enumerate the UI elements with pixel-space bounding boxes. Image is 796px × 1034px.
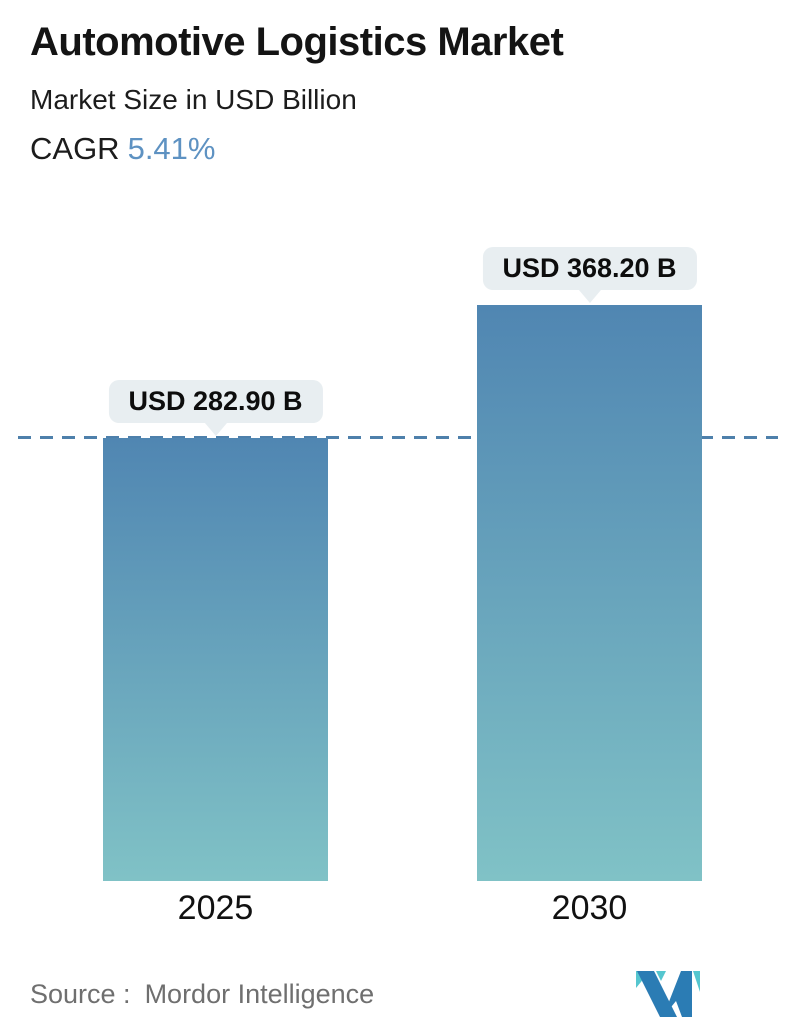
cagr-value: 5.41% [127, 131, 216, 166]
reference-dashed-line [18, 436, 778, 439]
bar-group-2030: USD 368.20 B 2030 [477, 0, 702, 1034]
value-label-2030: USD 368.20 B [502, 253, 677, 283]
source-label: Source : [30, 979, 131, 1009]
value-callout-2030: USD 368.20 B [482, 247, 697, 290]
source-line: Source : Mordor Intelligence [30, 979, 374, 1010]
mordor-intelligence-logo-icon [636, 971, 700, 1017]
bar-2030 [477, 305, 702, 881]
bar-group-2025: USD 282.90 B 2025 [103, 0, 328, 1034]
source-name: Mordor Intelligence [144, 979, 375, 1009]
cagr-label: CAGR [30, 131, 120, 166]
value-label-2025: USD 282.90 B [128, 386, 303, 416]
x-axis-label-2030: 2030 [551, 889, 628, 927]
cagr-row: CAGR 5.41% [30, 131, 215, 167]
chart-subtitle: Market Size in USD Billion [30, 84, 357, 115]
page-title: Automotive Logistics Market [30, 20, 564, 64]
value-callout-2025: USD 282.90 B [108, 380, 323, 423]
bar-2025 [103, 438, 328, 881]
x-axis-label-2025: 2025 [177, 889, 254, 927]
